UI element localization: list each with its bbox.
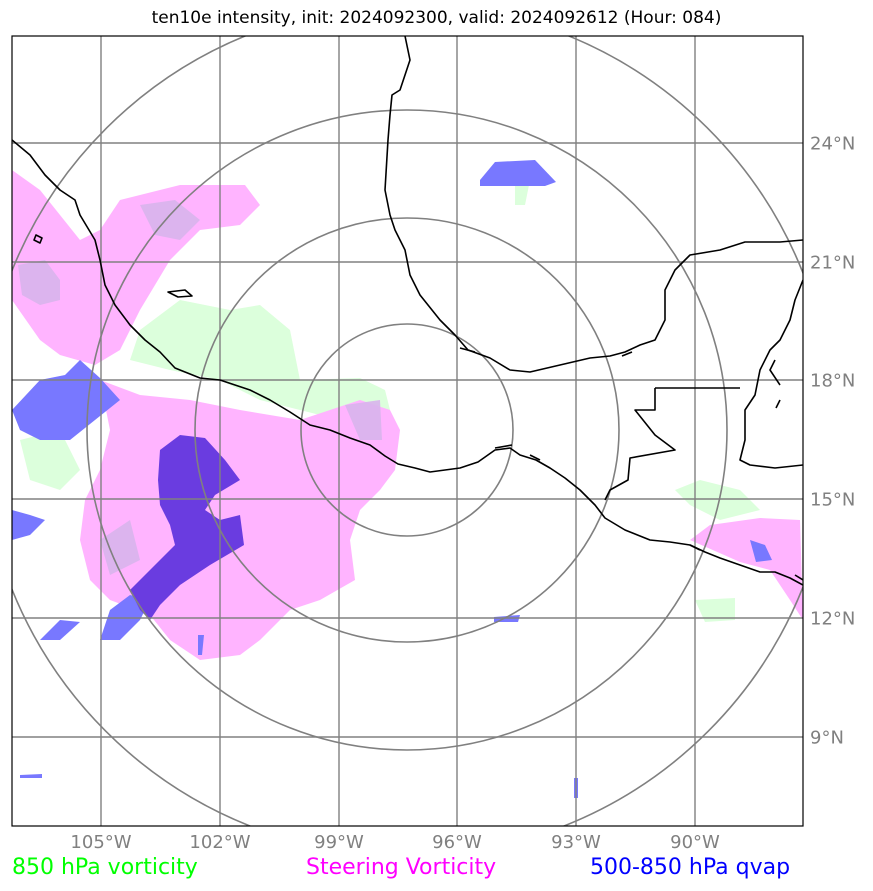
plot-frame	[11, 35, 804, 827]
lat-label-9n: 9°N	[810, 727, 844, 749]
qvap-intense-field	[130, 435, 244, 620]
vorticity-850-field	[20, 180, 760, 622]
coastlines	[12, 36, 803, 586]
lat-label-24n: 24°N	[810, 133, 856, 155]
lon-grid	[100, 36, 696, 826]
lon-label-105w: 105°W	[70, 832, 132, 853]
lon-label-96w: 96°W	[432, 832, 482, 853]
overlap-field	[18, 200, 382, 575]
legend-qvap: 500-850 hPa qvap	[590, 855, 791, 880]
lat-label-15n: 15°N	[810, 489, 856, 511]
lat-label-21n: 21°N	[810, 252, 856, 274]
legend-steering-vorticity: Steering Vorticity	[306, 855, 497, 880]
lon-label-93w: 93°W	[551, 832, 601, 853]
lon-label-102w: 102°W	[189, 832, 251, 853]
map-title: ten10e intensity, init: 2024092300, vali…	[151, 8, 722, 28]
lon-label-90w: 90°W	[670, 832, 720, 853]
steering-vorticity-field	[12, 170, 803, 660]
lat-label-12n: 12°N	[810, 608, 856, 630]
legend-850-vorticity: 850 hPa vorticity	[12, 855, 198, 880]
lon-label-99w: 99°W	[314, 832, 364, 853]
lat-label-18n: 18°N	[810, 370, 856, 392]
range-rings	[12, 36, 803, 826]
